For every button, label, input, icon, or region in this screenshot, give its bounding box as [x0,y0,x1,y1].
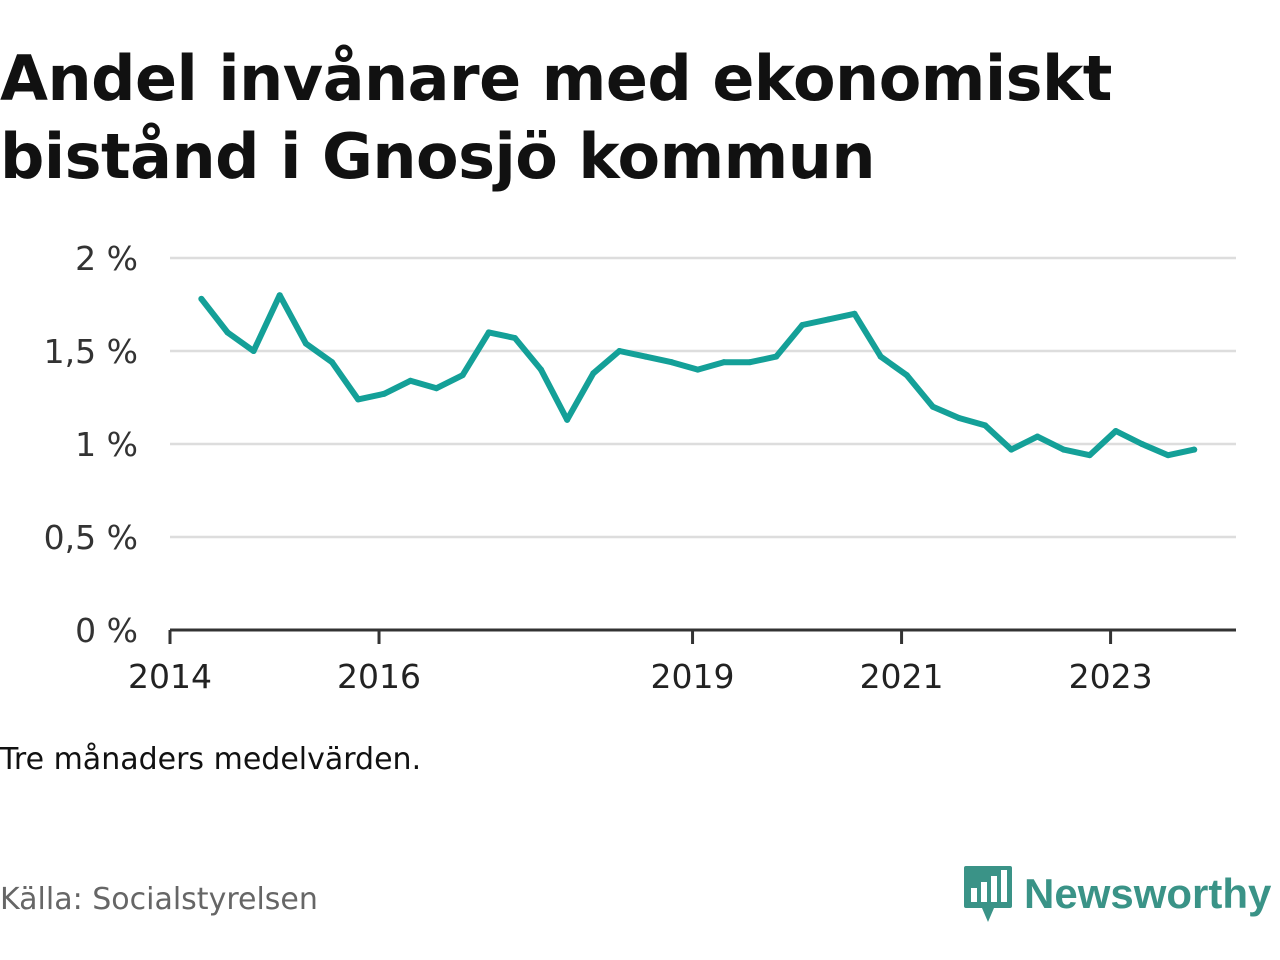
data-point-6 [355,396,362,403]
data-point-20 [720,359,727,366]
data-point-28 [929,403,936,410]
data-point-0 [198,295,205,302]
data-point-11 [485,329,492,336]
newsworthy-brand: Newsworthy [962,862,1271,926]
data-point-9 [433,385,440,392]
source-credit: Källa: Socialstyrelsen [0,882,318,917]
data-point-5 [328,359,335,366]
y-axis-ticks: 0 % 0,5 % 1 % 1,5 % 2 % [44,239,138,650]
data-point-36 [1138,441,1145,447]
data-point-34 [1086,452,1093,459]
x-tick-label-3: 2021 [860,657,944,696]
y-tick-label-4: 2 % [75,239,138,278]
series-line-0 [198,292,1198,459]
newsworthy-logo-icon [964,866,1012,922]
brand-name: Newsworthy [1024,870,1272,917]
data-point-14 [564,416,571,423]
data-point-25 [851,310,858,317]
data-point-22 [773,353,780,360]
gridlines [170,256,1236,539]
data-point-27 [903,372,910,379]
data-point-4 [302,340,309,347]
data-point-8 [407,377,414,384]
data-point-23 [799,321,806,328]
data-point-13 [538,366,545,373]
x-tick-label-4: 2023 [1069,657,1153,696]
data-point-38 [1191,446,1198,453]
data-point-1 [224,329,231,336]
data-point-30 [982,422,989,429]
data-point-37 [1165,452,1172,459]
data-point-24 [825,316,832,323]
data-point-19 [694,366,701,373]
data-point-29 [956,414,963,421]
data-point-3 [276,292,283,299]
y-tick-label-1: 0,5 % [44,518,138,557]
x-tick-label-2: 2019 [651,657,735,696]
y-tick-label-0: 0 % [75,611,138,650]
data-point-26 [877,353,884,360]
y-tick-label-3: 1,5 % [44,332,138,371]
chart-note: Tre månaders medelvärden. [0,742,422,777]
chart-title: Andel invånare med ekonomiskt bistånd i … [0,42,1112,193]
data-point-16 [616,348,623,354]
data-point-33 [1060,446,1067,453]
data-point-21 [747,359,754,366]
data-point-17 [642,353,649,360]
data-point-35 [1112,427,1119,434]
x-tick-label-1: 2016 [337,657,421,696]
data-point-7 [381,390,388,397]
data-point-32 [1034,433,1041,440]
data-point-15 [590,370,597,377]
data-point-10 [459,372,466,379]
x-axis: 2014 2016 2019 2021 2023 [128,628,1236,696]
data-point-2 [250,348,257,354]
data-point-18 [668,359,675,366]
data-point-31 [1008,446,1015,453]
y-tick-label-2: 1 % [75,425,138,464]
line-chart: 0 % 0,5 % 1 % 1,5 % 2 % 2014 2016 2019 2021 2023 [44,239,1236,696]
data-point-12 [511,334,518,341]
series-group [198,292,1198,459]
x-tick-label-0: 2014 [128,657,212,696]
